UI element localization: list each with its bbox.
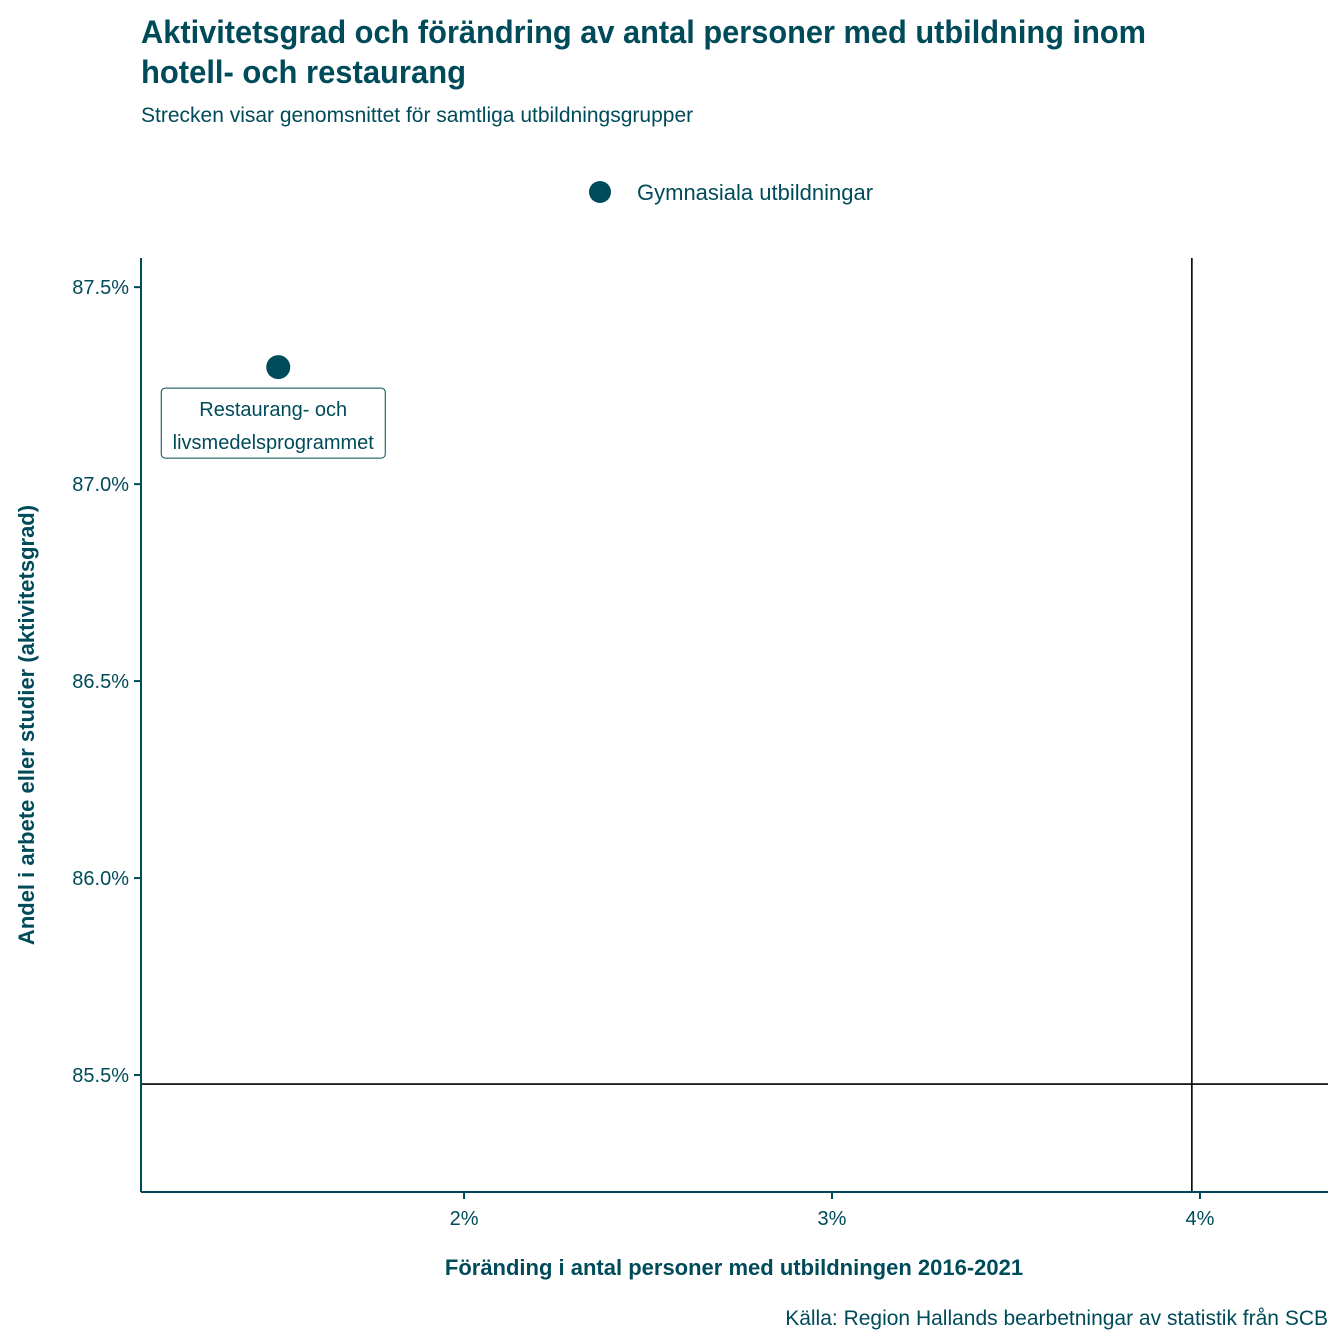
y-tick-label: 87.5% (72, 277, 129, 299)
chart-caption: Källa: Region Hallands bearbetningar av … (785, 1307, 1328, 1330)
x-axis-label: Föränding i antal personer med utbildnin… (445, 1255, 1023, 1280)
y-axis-label: Andel i arbete eller studier (aktivitets… (14, 505, 39, 945)
chart-title-line-1: Aktivitetsgrad och förändring av antal p… (141, 14, 1146, 50)
x-tick-label: 3% (818, 1208, 847, 1230)
point-label-box (160, 387, 386, 459)
chart-title-line-2: hotell- och restaurang (141, 54, 466, 90)
data-point (266, 355, 291, 380)
y-tick-label: 86.0% (72, 868, 129, 890)
legend-marker (589, 181, 611, 203)
y-tick-label: 85.5% (72, 1065, 129, 1087)
chart-subtitle: Strecken visar genomsnittet för samtliga… (141, 104, 693, 127)
y-tick-label: 86.5% (72, 671, 129, 693)
point-label-line: Restaurang- och (199, 399, 347, 421)
legend-label: Gymnasiala utbildningar (637, 180, 873, 205)
x-tick-label: 4% (1186, 1208, 1215, 1230)
point-label-line: livsmedelsprogrammet (173, 432, 375, 454)
y-tick-label: 87.0% (72, 474, 129, 496)
x-tick-label: 2% (450, 1208, 479, 1230)
